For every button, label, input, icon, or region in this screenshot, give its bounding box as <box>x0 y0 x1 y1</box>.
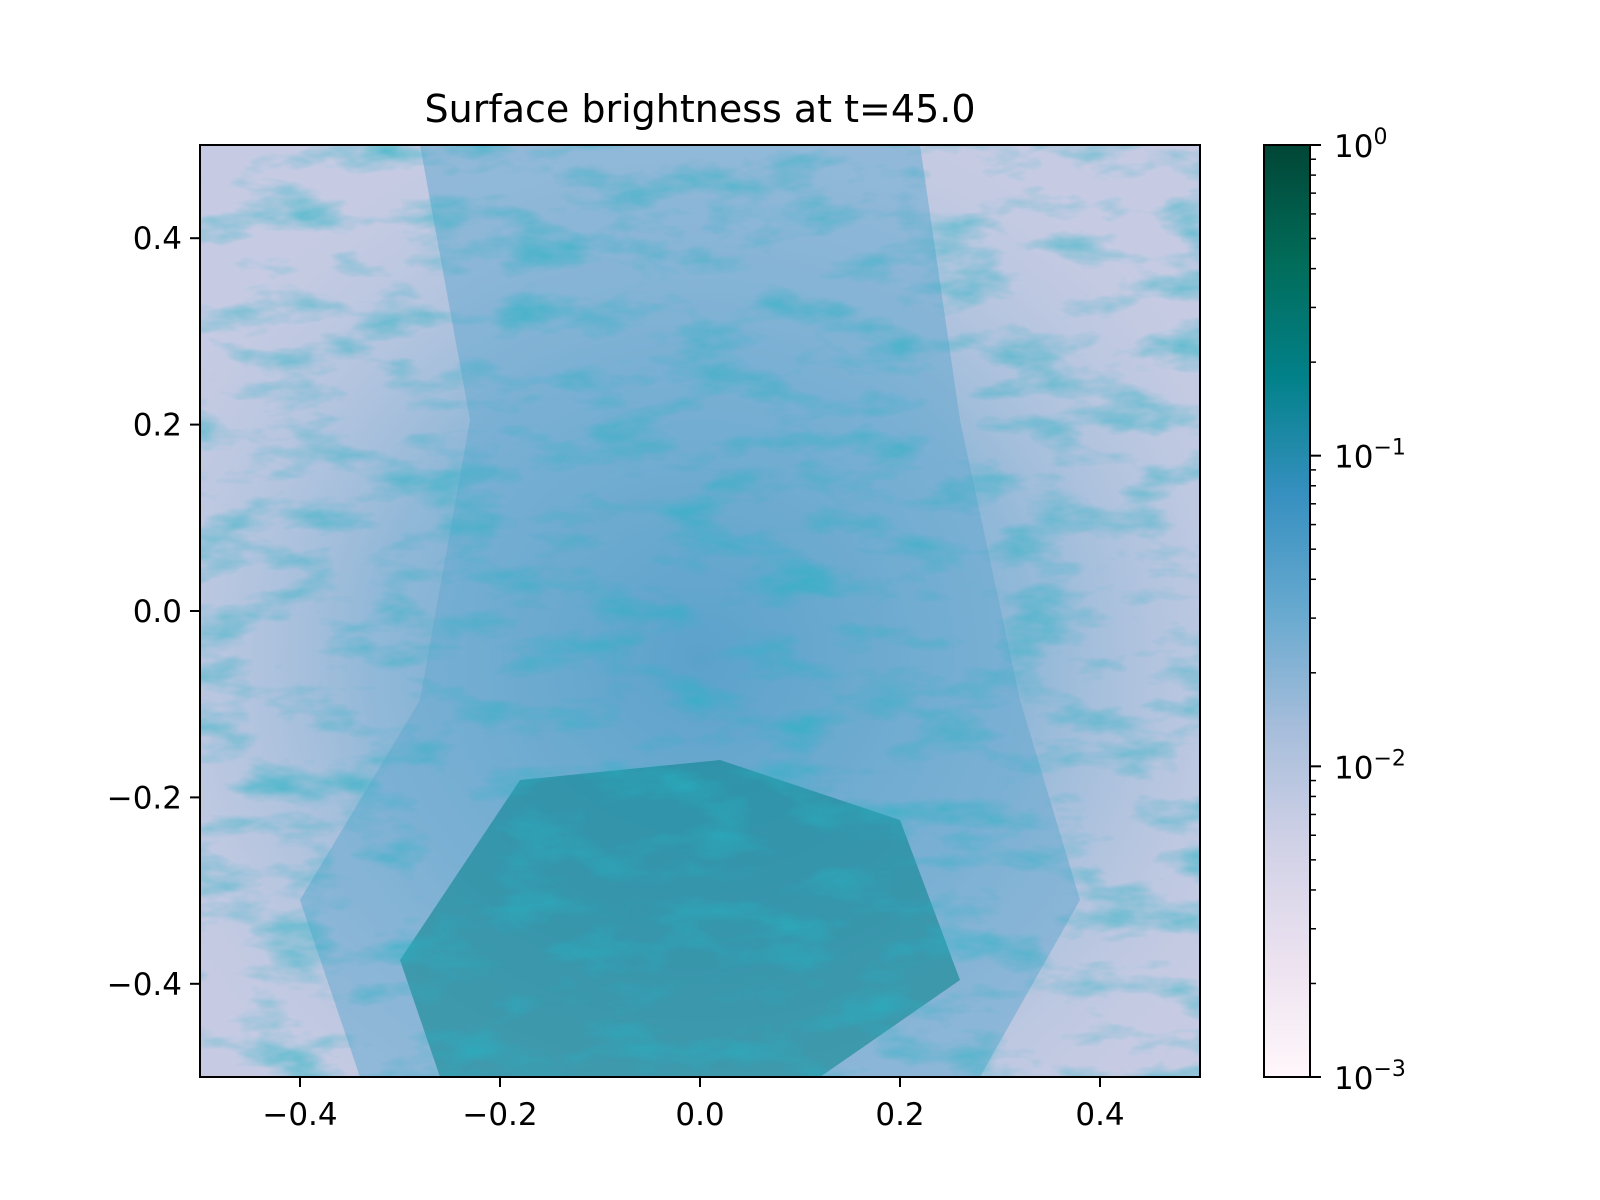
colorbar-ticks: 10−3 10−2 10−1 100 <box>1310 125 1406 1097</box>
colorbar-tick-label: 10−1 <box>1334 436 1406 476</box>
x-tick-label: −0.4 <box>262 1097 337 1133</box>
x-tick-label: 0.2 <box>875 1097 924 1133</box>
heatmap-turbulence <box>200 145 1200 1077</box>
colorbar-tick-label: 10−3 <box>1334 1057 1406 1097</box>
x-tick-label: −0.2 <box>462 1097 537 1133</box>
colorbar-gradient <box>1264 145 1310 1077</box>
y-tick-label: 0.4 <box>133 221 182 257</box>
heatmap-image <box>200 145 1200 1077</box>
y-tick-label: 0.2 <box>133 408 182 444</box>
x-axis: −0.4 −0.2 0.0 0.2 0.4 <box>262 1077 1124 1133</box>
colorbar-tick-label: 100 <box>1334 125 1387 165</box>
y-tick-label: 0.0 <box>133 594 182 630</box>
y-tick-label: −0.4 <box>107 967 182 1003</box>
x-tick-label: 0.0 <box>675 1097 724 1133</box>
chart-title: Surface brightness at t=45.0 <box>425 87 976 131</box>
colorbar-tick-label: 10−2 <box>1334 746 1406 786</box>
colorbar: 10−3 10−2 10−1 100 <box>1264 125 1406 1097</box>
y-axis: −0.4 −0.2 0.0 0.2 0.4 <box>107 221 200 1003</box>
y-tick-label: −0.2 <box>107 780 182 816</box>
x-tick-label: 0.4 <box>1075 1097 1124 1133</box>
